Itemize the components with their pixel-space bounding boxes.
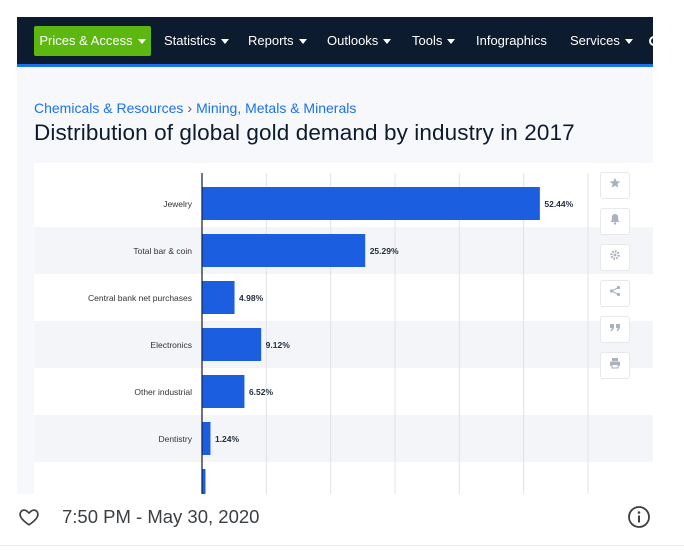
nav-statistics-label: Statistics (164, 33, 217, 48)
chevron-down-icon (447, 39, 456, 45)
quote-icon[interactable] (600, 316, 630, 343)
nav-overflow-icon (649, 36, 653, 46)
gear-icon[interactable] (600, 244, 630, 271)
divider (0, 545, 684, 546)
print-icon[interactable] (600, 352, 630, 379)
star-icon[interactable] (600, 172, 630, 199)
chevron-down-icon (383, 39, 392, 45)
data-label: 1.24% (215, 434, 240, 444)
bar-cutoff (202, 469, 206, 494)
bar-1 (202, 187, 540, 220)
data-label: 6.52% (249, 387, 274, 397)
nav-prices-access-button[interactable]: Prices & Access (34, 26, 151, 56)
row-band (34, 321, 653, 368)
tweet-footer: 7:50 PM - May 30, 2020 (0, 500, 684, 534)
bar-4 (202, 328, 262, 361)
nav-reports-label: Reports (248, 33, 294, 48)
breadcrumb-separator: › (187, 100, 193, 116)
chevron-down-icon (137, 39, 146, 45)
bar-6 (202, 422, 211, 455)
chart-panel: Jewelry 52.44% Total bar & coin 25.29% Centr… (34, 163, 653, 494)
share-icon[interactable] (600, 280, 630, 307)
data-label: 25.29% (370, 246, 399, 256)
chevron-down-icon (624, 39, 633, 45)
statista-card[interactable]: Prices & Access Statistics Reports Outlo… (17, 17, 653, 494)
tweet-timestamp[interactable]: 7:50 PM - May 30, 2020 (62, 506, 260, 527)
bar-chart: Jewelry 52.44% Total bar & coin 25.29% Centr… (34, 173, 653, 494)
category-label: Jewelry (163, 199, 193, 209)
heart-icon[interactable] (18, 506, 40, 528)
category-label: Total bar & coin (133, 246, 192, 256)
nav-infographics[interactable]: Infographics (476, 17, 547, 64)
nav-infographics-label: Infographics (476, 33, 547, 48)
nav-services[interactable]: Services (570, 17, 633, 64)
nav-prices-access-label: Prices & Access (39, 33, 133, 48)
breadcrumb: Chemicals & Resources › Mining, Metals & M… (34, 100, 356, 116)
bar-2 (202, 234, 366, 267)
data-label: 4.98% (239, 293, 264, 303)
row-band (34, 415, 653, 462)
chevron-down-icon (221, 39, 230, 45)
nav-outlooks[interactable]: Outlooks (327, 17, 392, 64)
nav-outlooks-label: Outlooks (327, 33, 379, 48)
nav-statistics[interactable]: Statistics (164, 17, 230, 64)
bar-5 (202, 375, 245, 408)
data-label: 9.12% (266, 340, 291, 350)
nav-tools[interactable]: Tools (412, 17, 456, 64)
nav-services-label: Services (570, 33, 620, 48)
info-icon[interactable] (627, 505, 651, 529)
chevron-down-icon (298, 39, 307, 45)
bell-icon[interactable] (600, 208, 630, 235)
breadcrumb-link-mining[interactable]: Mining, Metals & Minerals (196, 100, 357, 116)
data-label: 52.44% (544, 199, 573, 209)
category-label: Central bank net purchases (88, 293, 192, 303)
category-label: Electronics (150, 340, 192, 350)
category-label: Other industrial (134, 387, 192, 397)
bar-3 (202, 281, 235, 314)
page-title: Distribution of global gold demand by in… (34, 120, 575, 145)
category-label: Dentistry (158, 434, 192, 444)
top-navbar: Prices & Access Statistics Reports Outlo… (17, 17, 653, 67)
nav-reports[interactable]: Reports (248, 17, 307, 64)
breadcrumb-link-chemicals[interactable]: Chemicals & Resources (34, 100, 184, 116)
nav-tools-label: Tools (412, 33, 443, 48)
